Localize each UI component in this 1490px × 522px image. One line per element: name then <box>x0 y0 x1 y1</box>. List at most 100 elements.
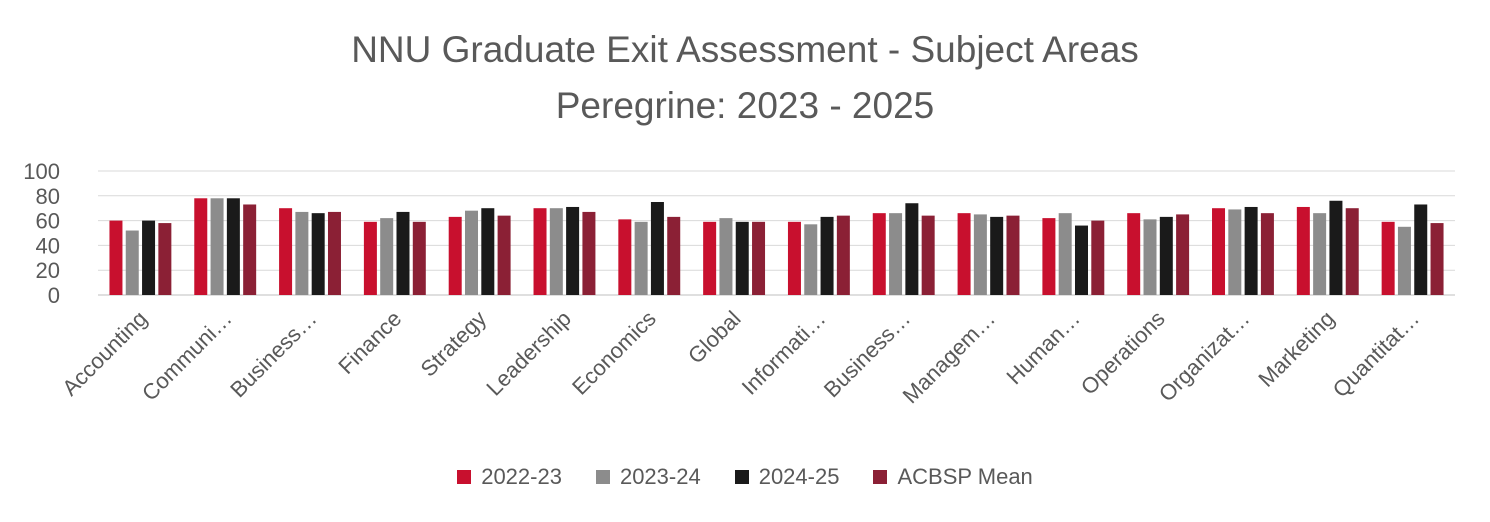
bar <box>1006 215 1020 295</box>
bars <box>109 198 1444 295</box>
y-tick-label: 60 <box>36 209 60 234</box>
bar <box>1159 216 1173 295</box>
bar <box>650 202 664 295</box>
legend-label: 2023-24 <box>619 464 701 489</box>
bar <box>412 221 426 295</box>
bar <box>1212 208 1226 295</box>
x-tick-label: Operations <box>1076 306 1170 400</box>
x-tick-label: Marketing <box>1253 306 1339 392</box>
legend: 2022-23 2023-24 2024-25 ACBSP Mean <box>0 462 1490 492</box>
bar <box>787 221 801 295</box>
bar <box>804 224 818 295</box>
bar <box>618 219 632 295</box>
x-tick-label: Informati… <box>737 306 831 400</box>
bar <box>703 221 717 295</box>
bar <box>1143 219 1157 295</box>
bar <box>872 213 886 295</box>
bar <box>582 211 596 295</box>
x-tick-label: Communi… <box>137 306 237 406</box>
bar <box>465 210 479 295</box>
chart-title: NNU Graduate Exit Assessment - Subject A… <box>351 29 1139 70</box>
legend-swatch <box>457 470 472 484</box>
bar <box>1091 220 1105 295</box>
bar <box>1042 218 1056 295</box>
bar <box>1397 226 1411 295</box>
x-tick-label: Business… <box>225 306 321 402</box>
bar <box>1345 208 1359 295</box>
x-tick-label: Global <box>683 306 746 369</box>
bar <box>752 221 766 295</box>
y-tick-label: 0 <box>48 283 60 308</box>
x-tick-label: Strategy <box>416 306 492 382</box>
legend-label: ACBSP Mean <box>897 464 1033 489</box>
bar <box>1176 214 1190 295</box>
bar <box>549 208 563 295</box>
legend-label: 2024-25 <box>758 464 840 489</box>
bar <box>243 204 257 295</box>
bar <box>125 230 139 295</box>
bar <box>194 198 208 295</box>
bar <box>448 216 462 295</box>
bar <box>1313 213 1327 295</box>
x-tick-label: Finance <box>333 306 406 379</box>
bar <box>1414 204 1428 295</box>
x-tick-label: Economics <box>567 306 661 400</box>
bar <box>327 211 341 295</box>
bar <box>973 214 987 295</box>
y-tick-label: 80 <box>36 184 60 209</box>
bar <box>481 208 495 295</box>
bar <box>1228 209 1242 295</box>
bar <box>497 215 511 295</box>
bar <box>735 221 749 295</box>
bar <box>380 218 394 295</box>
bar <box>905 203 919 295</box>
bar <box>396 211 410 295</box>
bar <box>1381 221 1395 295</box>
bar <box>311 213 325 295</box>
y-tick-label: 100 <box>23 159 60 184</box>
legend-swatch <box>734 470 749 484</box>
legend-item: 2022-23 <box>457 464 562 490</box>
x-tick-label: Managem… <box>898 306 1000 408</box>
bar <box>1058 213 1072 295</box>
legend-item: ACBSP Mean <box>873 464 1033 490</box>
x-tick-label: Human… <box>1001 306 1084 389</box>
bar <box>957 213 971 295</box>
bar <box>363 221 377 295</box>
bar <box>566 206 580 295</box>
bar <box>836 215 850 295</box>
bar <box>820 216 834 295</box>
legend-item: 2023-24 <box>595 464 701 490</box>
x-tick-label: Leadership <box>481 306 576 401</box>
bar <box>634 221 648 295</box>
bar <box>889 213 903 295</box>
legend-swatch <box>873 470 888 484</box>
bar <box>226 198 240 295</box>
bar <box>1074 225 1088 295</box>
bar <box>1127 213 1141 295</box>
bar <box>1329 200 1343 295</box>
legend-item: 2024-25 <box>734 464 840 490</box>
legend-swatch <box>595 470 610 484</box>
bar <box>533 208 547 295</box>
legend-label: 2022-23 <box>481 464 562 489</box>
bar <box>158 223 172 295</box>
bar <box>667 216 681 295</box>
bar <box>279 208 293 295</box>
y-tick-label: 20 <box>36 258 60 283</box>
x-tick-label: Quantitat… <box>1328 306 1424 402</box>
bar <box>109 220 123 295</box>
y-tick-label: 40 <box>36 233 60 258</box>
bar <box>142 220 156 295</box>
bar <box>1244 206 1258 295</box>
bar <box>295 211 309 295</box>
bar <box>1296 206 1310 295</box>
bar <box>719 218 733 295</box>
bar <box>990 216 1004 295</box>
bar <box>1430 223 1444 295</box>
chart-subtitle: Peregrine: 2023 - 2025 <box>555 85 935 126</box>
bar <box>921 215 935 295</box>
